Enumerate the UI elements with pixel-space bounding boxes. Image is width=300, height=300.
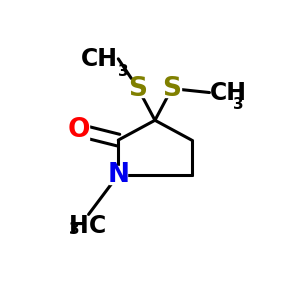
Text: H: H bbox=[69, 214, 88, 239]
Text: CH: CH bbox=[81, 47, 118, 71]
Bar bbox=[163, 80, 181, 98]
Bar bbox=[69, 120, 88, 140]
Text: 3: 3 bbox=[118, 64, 129, 79]
Bar bbox=[129, 80, 147, 98]
Text: 3: 3 bbox=[69, 222, 80, 237]
Text: 3: 3 bbox=[233, 98, 244, 112]
Text: CH: CH bbox=[209, 80, 246, 104]
Text: S: S bbox=[162, 76, 181, 102]
Bar bbox=[110, 166, 127, 184]
Text: S: S bbox=[129, 76, 148, 102]
Text: N: N bbox=[107, 162, 129, 188]
Text: O: O bbox=[68, 117, 90, 143]
Text: C: C bbox=[88, 214, 106, 239]
